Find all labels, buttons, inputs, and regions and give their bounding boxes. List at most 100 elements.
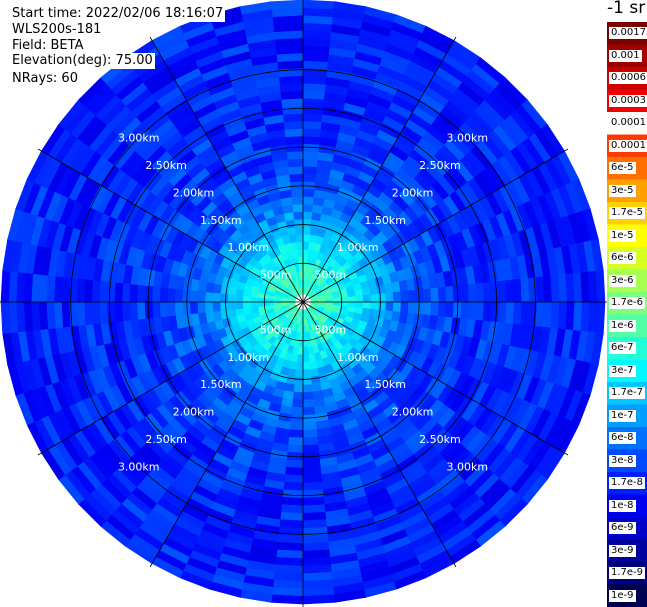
colorbar-tick-label: 1e-6 (609, 319, 636, 332)
range-gate-cell (121, 301, 131, 322)
range-gate-cell (361, 287, 371, 297)
colorbar-tick-label: 0.00017 (609, 117, 647, 130)
azimuth-line (37, 148, 304, 303)
range-gate-cell (354, 289, 364, 297)
colorbar-tick-label: 3e-6 (609, 274, 636, 287)
colorbar-tick-label: 0.0003 (609, 94, 647, 107)
range-gate-cell (174, 288, 184, 303)
range-gate-cell (159, 301, 169, 318)
range-gate-cell (302, 376, 313, 386)
colorbar-tick-label: 1.7e-8 (609, 477, 646, 490)
range-gate-cell (302, 504, 326, 514)
range-ring-label: 500m (315, 269, 347, 282)
range-gate-cell (430, 287, 440, 303)
range-gate-cell (0, 301, 11, 334)
range-gate-cell (302, 399, 315, 409)
range-gate-cell (296, 241, 304, 250)
range-gate-cell (287, 436, 304, 446)
range-gate-cell (302, 324, 307, 333)
range-gate-cell (302, 218, 313, 228)
range-gate-cell (219, 292, 229, 303)
range-gate-cell (151, 301, 161, 319)
range-ring-label: 3.00km (118, 460, 160, 473)
range-ring-label: 3.00km (446, 460, 488, 473)
colorbar-tick-label: 3e-7 (609, 364, 636, 377)
range-gate-cell (407, 289, 417, 303)
colorbar-tick-label: 3e-8 (609, 454, 636, 467)
range-gate-cell (415, 301, 425, 315)
colorbar-tick-label: 3e-5 (609, 184, 636, 197)
range-gate-cell (415, 289, 425, 303)
range-gate-cell (595, 270, 606, 303)
range-gate-cell (497, 301, 508, 324)
range-gate-cell (181, 289, 191, 303)
start-time-label: Start time: 2022/02/06 18:16:07 (10, 6, 226, 22)
range-gate-cell (129, 283, 139, 303)
range-ring-label: 2.50km (145, 159, 187, 172)
range-gate-cell (294, 226, 304, 235)
range-gate-cell (272, 301, 281, 306)
field-label: Field: BETA (10, 38, 86, 54)
colorbar-tick-label: 3e-9 (609, 544, 636, 557)
range-gate-cell (129, 301, 139, 321)
range-gate-cell (467, 301, 477, 321)
range-gate-cell (467, 283, 477, 303)
range-gate-cell (281, 496, 304, 507)
colorbar-tick-label: 0.001 (609, 49, 642, 62)
range-gate-cell (407, 301, 417, 315)
range-gate-cell (292, 391, 304, 401)
range-ring-label: 1.50km (200, 214, 242, 227)
range-gate-cell (422, 288, 432, 303)
range-gate-cell (212, 301, 221, 312)
range-gate-cell (295, 233, 304, 243)
range-gate-cell (288, 234, 298, 244)
range-grid (0, 0, 607, 607)
range-gate-cell (288, 429, 304, 439)
range-gate-cell (289, 421, 304, 431)
range-gate-cell (370, 293, 379, 303)
range-gate-cell (302, 466, 322, 476)
range-ring-label: 1.00km (337, 351, 379, 364)
range-gate-cell (385, 292, 394, 303)
instrument-label: WLS200s-181 (10, 22, 104, 38)
range-gate-cell (392, 291, 402, 303)
range-gate-cell (286, 444, 304, 454)
range-gate-cell (505, 301, 515, 325)
colorbar-tick-label: 6e-9 (609, 522, 636, 535)
range-gate-cell (282, 112, 304, 123)
colorbar-tick-label: 1e-5 (609, 229, 636, 242)
range-ring-label: 1.00km (227, 241, 269, 254)
range-gate-cell (288, 165, 304, 175)
range-gate-cell (293, 211, 304, 220)
range-gate-cell (282, 489, 304, 499)
range-ring-label: 2.50km (419, 433, 461, 446)
range-gate-cell (264, 301, 274, 307)
range-gate-cell (302, 203, 314, 213)
range-gate-cell (422, 301, 432, 316)
range-gate-cell (302, 594, 335, 605)
range-gate-cell (136, 301, 146, 320)
azimuth-line (37, 301, 304, 456)
range-gate-cell (159, 286, 169, 303)
range-gate-cell (302, 331, 308, 341)
range-gate-cell (291, 399, 304, 409)
range-gate-cell (299, 271, 304, 280)
range-gate-cell (298, 263, 304, 273)
range-gate-cell (271, 0, 304, 10)
range-gate-cell (400, 301, 410, 314)
range-gate-cell (151, 285, 161, 303)
range-ring-label: 2.00km (392, 186, 434, 199)
range-gate-cell (302, 406, 316, 416)
range-gate-cell (445, 285, 455, 303)
range-ring-label: 1.00km (337, 241, 379, 254)
range-gate-cell (302, 346, 309, 356)
range-gate-cell (392, 301, 402, 313)
range-gate-cell (280, 90, 304, 100)
range-gate-cell (91, 301, 101, 325)
range-gate-cell (290, 414, 304, 424)
polar-scan-plot: 500m 500m 500m 500m 1.00km 1.00km 1.00km 1.00km… (0, 0, 607, 607)
range-ring-label: 500m (260, 269, 292, 282)
range-gate-cell (290, 406, 304, 416)
range-gate-cell (204, 301, 214, 313)
range-gate-cell (219, 301, 229, 312)
